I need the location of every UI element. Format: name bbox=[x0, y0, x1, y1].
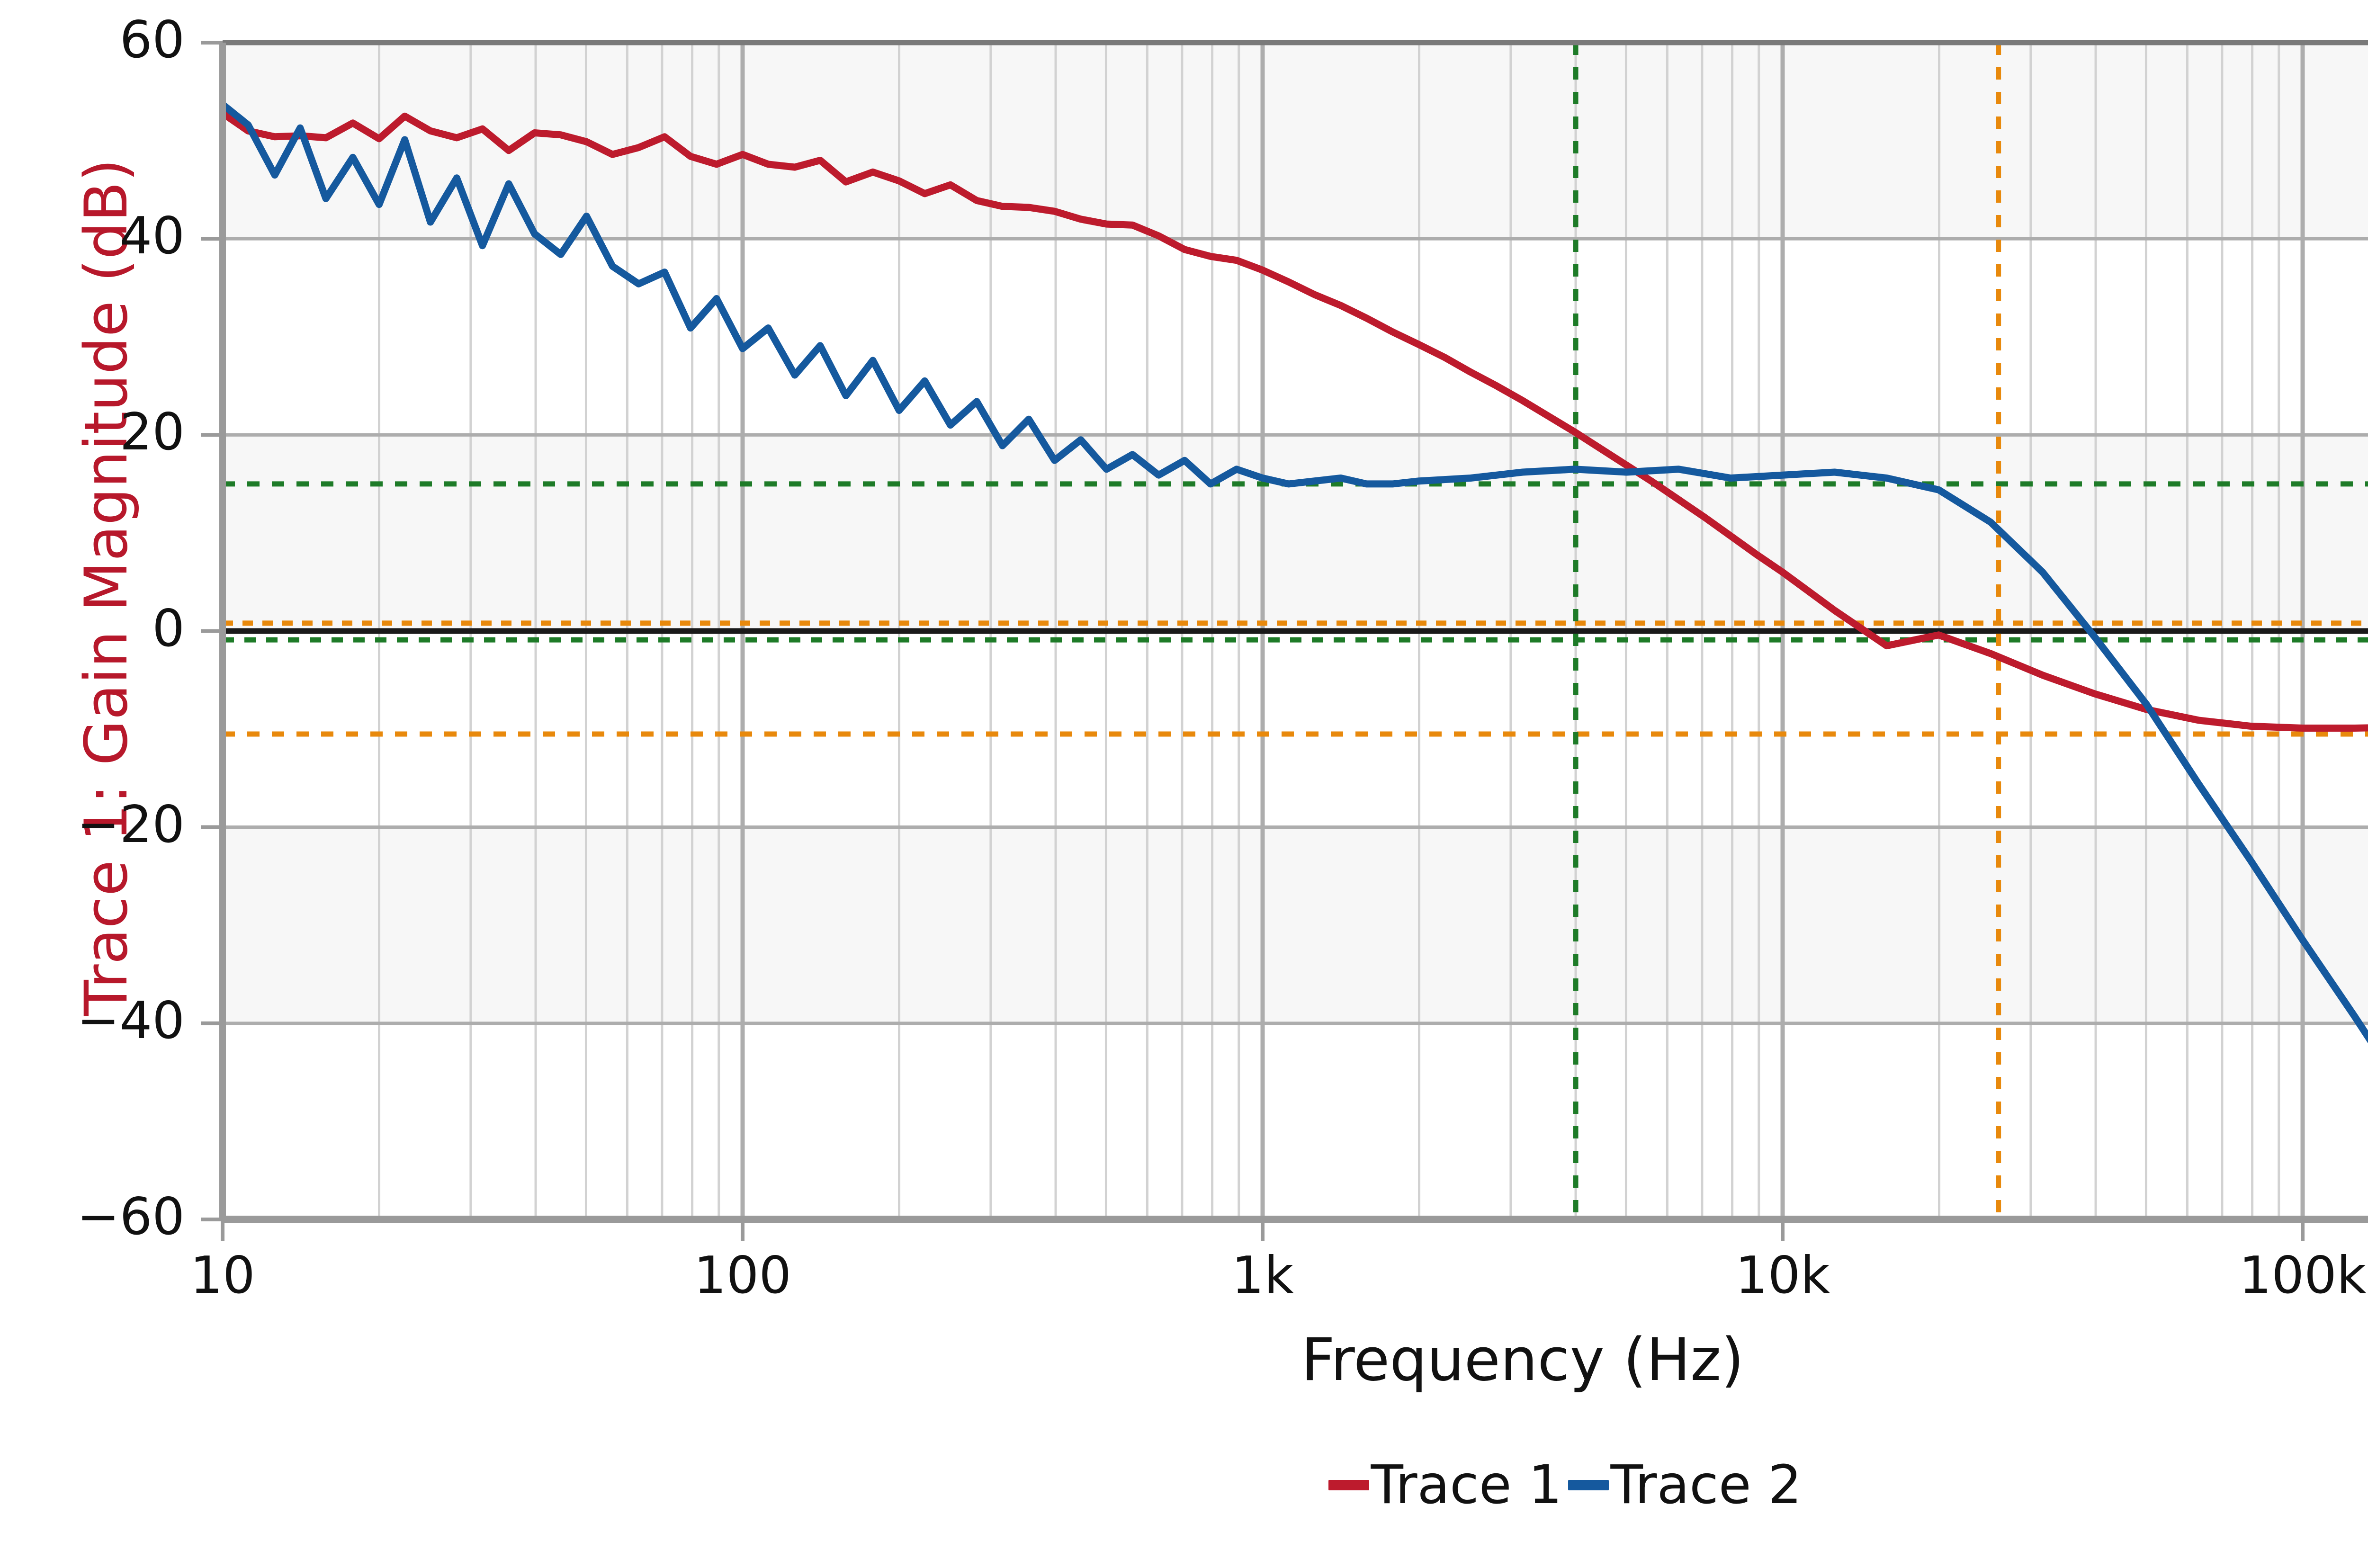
x-axis-tick-label: 10k bbox=[1735, 1246, 1830, 1305]
legend-item-2[interactable]: Trace 2 bbox=[1568, 1451, 1802, 1516]
legend: Trace 1 Trace 2 bbox=[0, 1449, 2368, 1516]
trace-line-2 bbox=[223, 101, 2368, 1044]
y-axis-left-tick-label: −40 bbox=[77, 991, 185, 1050]
y-axis-left-tick-label: −60 bbox=[77, 1187, 185, 1246]
legend-swatch-icon bbox=[1328, 1479, 1369, 1490]
x-axis-tick-label: 100k bbox=[2239, 1246, 2367, 1305]
y-axis-left-tick-label: 60 bbox=[119, 10, 185, 70]
x-axis-title: Frequency (Hz) bbox=[1301, 1326, 1744, 1394]
legend-swatch-icon bbox=[1568, 1479, 1609, 1490]
legend-item-1[interactable]: Trace 1 bbox=[1328, 1451, 1562, 1516]
y-axis-left-tick-label: 20 bbox=[119, 403, 185, 462]
plot-band bbox=[223, 827, 2368, 1023]
y-axis-left-tick-label: 0 bbox=[152, 599, 185, 658]
legend-label: Trace 1 bbox=[1371, 1454, 1562, 1516]
x-axis-tick-label: 1k bbox=[1231, 1246, 1294, 1305]
plot-band bbox=[223, 435, 2368, 631]
y-axis-left-tick-label: −20 bbox=[77, 795, 185, 854]
x-axis-tick-label: 10 bbox=[190, 1246, 255, 1305]
trace-line-1 bbox=[223, 109, 2368, 732]
y-axis-left-tick-label: 40 bbox=[119, 206, 185, 266]
x-axis-tick-label: 100 bbox=[693, 1246, 792, 1305]
legend-label: Trace 2 bbox=[1610, 1454, 1802, 1516]
plot-band bbox=[223, 43, 2368, 239]
